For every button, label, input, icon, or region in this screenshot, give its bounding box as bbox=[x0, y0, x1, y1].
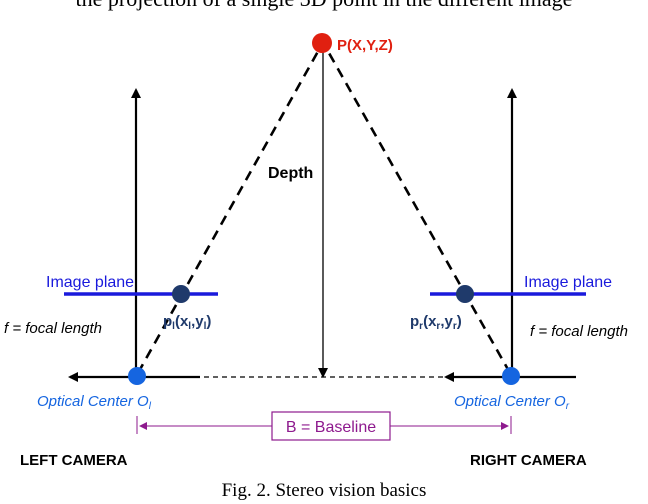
baseline-label: B = Baseline bbox=[286, 419, 376, 436]
cropped-top-text: the projection of a single 3D point in t… bbox=[0, 0, 648, 12]
depth-label: Depth bbox=[268, 165, 313, 182]
left-optical-center-point bbox=[128, 367, 146, 385]
left-focal-length-label: f = focal length bbox=[4, 320, 102, 337]
left-image-plane-label: Image plane bbox=[46, 274, 134, 291]
right-focal-length-label: f = focal length bbox=[530, 323, 628, 340]
left-projection-ray bbox=[136, 45, 323, 374]
figure-caption: Fig. 2. Stereo vision basics bbox=[222, 480, 427, 501]
right-projection-label: pr(xr,yr) bbox=[410, 313, 462, 332]
left-camera-label: LEFT CAMERA bbox=[20, 452, 128, 469]
right-projection-ray bbox=[323, 45, 512, 374]
right-optical-center-point bbox=[502, 367, 520, 385]
right-image-plane-label: Image plane bbox=[524, 274, 612, 291]
left-projection-label: pl(xl,yl) bbox=[163, 313, 211, 332]
left-optical-center-label: Optical Center Ol bbox=[37, 393, 152, 412]
point-p-label: P(X,Y,Z) bbox=[337, 37, 393, 54]
left-projection-point bbox=[172, 285, 190, 303]
right-optical-center-label: Optical Center Or bbox=[454, 393, 570, 412]
baseline-label-box bbox=[271, 411, 391, 441]
right-camera-label: RIGHT CAMERA bbox=[470, 452, 587, 469]
right-projection-point bbox=[456, 285, 474, 303]
point-p-marker bbox=[312, 33, 332, 53]
